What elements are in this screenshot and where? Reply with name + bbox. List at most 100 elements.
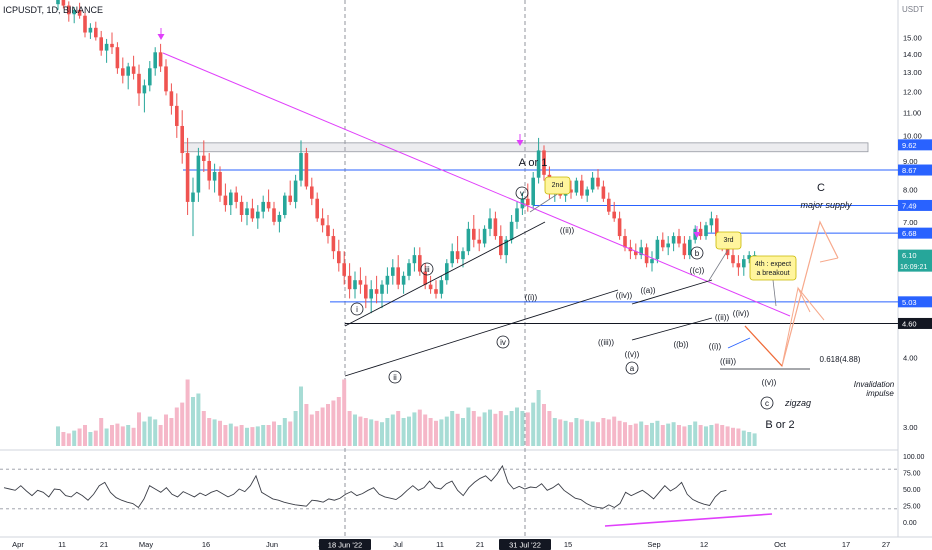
candle-body[interactable] bbox=[391, 267, 395, 276]
candle-body[interactable] bbox=[126, 66, 130, 76]
candle-body[interactable] bbox=[261, 201, 265, 212]
candle-body[interactable] bbox=[472, 228, 476, 240]
candle-body[interactable] bbox=[272, 208, 276, 222]
candle-body[interactable] bbox=[531, 177, 535, 206]
candle-body[interactable] bbox=[283, 195, 287, 215]
candle-body[interactable] bbox=[623, 236, 627, 248]
candle-body[interactable] bbox=[158, 52, 163, 67]
candle-body[interactable] bbox=[536, 150, 541, 178]
candle-body[interactable] bbox=[423, 271, 427, 285]
candle-body[interactable] bbox=[385, 275, 390, 285]
candle-body[interactable] bbox=[104, 43, 109, 51]
candle-body[interactable] bbox=[121, 68, 125, 76]
candle-body[interactable] bbox=[407, 263, 411, 276]
candle-body[interactable] bbox=[299, 153, 303, 181]
candle-body[interactable] bbox=[455, 251, 460, 260]
candle-body[interactable] bbox=[666, 243, 670, 248]
candle-body[interactable] bbox=[644, 247, 649, 264]
candle-body[interactable] bbox=[580, 180, 584, 196]
candle-body[interactable] bbox=[67, 5, 71, 15]
candle-body[interactable] bbox=[288, 195, 292, 202]
candle-body[interactable] bbox=[293, 180, 298, 202]
trendline[interactable] bbox=[162, 52, 791, 317]
candle-body[interactable] bbox=[396, 267, 400, 285]
candle-body[interactable] bbox=[256, 211, 260, 219]
candle-body[interactable] bbox=[617, 218, 622, 237]
candle-body[interactable] bbox=[715, 218, 719, 237]
candle-body[interactable] bbox=[207, 160, 211, 181]
rsi-line[interactable] bbox=[3, 464, 727, 509]
candle-body[interactable] bbox=[731, 255, 735, 264]
candle-body[interactable] bbox=[736, 263, 741, 268]
candle-body[interactable] bbox=[585, 189, 589, 196]
candle-body[interactable] bbox=[239, 201, 244, 215]
projection-arrow-2[interactable] bbox=[797, 287, 825, 321]
candle-body[interactable] bbox=[153, 52, 157, 69]
candle-body[interactable] bbox=[569, 189, 573, 193]
candle-body[interactable] bbox=[671, 236, 676, 244]
candle-body[interactable] bbox=[434, 289, 438, 294]
candle-body[interactable] bbox=[99, 37, 103, 51]
candle-body[interactable] bbox=[574, 180, 579, 193]
candle-body[interactable] bbox=[250, 208, 255, 219]
candle-body[interactable] bbox=[304, 153, 309, 187]
candle-body[interactable] bbox=[223, 195, 228, 206]
candle-body[interactable] bbox=[445, 263, 449, 281]
candle-body[interactable] bbox=[137, 73, 141, 94]
candle-body[interactable] bbox=[191, 192, 195, 202]
candle-body[interactable] bbox=[704, 225, 708, 237]
candle-body[interactable] bbox=[515, 208, 519, 222]
candle-body[interactable] bbox=[148, 68, 152, 86]
candle-body[interactable] bbox=[450, 251, 454, 264]
candle-body[interactable] bbox=[180, 125, 184, 154]
rsi-divergence-line[interactable] bbox=[604, 513, 773, 527]
candle-body[interactable] bbox=[115, 47, 120, 69]
candle-body[interactable] bbox=[639, 247, 643, 256]
candle-body[interactable] bbox=[277, 214, 282, 222]
candle-body[interactable] bbox=[94, 27, 98, 38]
candle-body[interactable] bbox=[601, 186, 606, 199]
rsi-pane[interactable] bbox=[0, 464, 898, 527]
candle-body[interactable] bbox=[110, 43, 114, 48]
candle-body[interactable] bbox=[310, 186, 314, 199]
channel-lower-line[interactable] bbox=[344, 289, 619, 377]
candle-body[interactable] bbox=[634, 251, 638, 256]
candle-body[interactable] bbox=[315, 198, 319, 219]
candle-body[interactable] bbox=[509, 221, 514, 240]
candle-body[interactable] bbox=[88, 27, 93, 33]
candle-body[interactable] bbox=[747, 255, 751, 260]
candle-body[interactable] bbox=[504, 239, 508, 256]
candle-body[interactable] bbox=[61, 0, 66, 6]
channel-upper-line[interactable] bbox=[344, 221, 546, 327]
candle-body[interactable] bbox=[688, 239, 692, 256]
candle-body[interactable] bbox=[266, 201, 271, 209]
candle-body[interactable] bbox=[77, 9, 82, 16]
candle-body[interactable] bbox=[477, 239, 481, 244]
candle-body[interactable] bbox=[234, 192, 238, 202]
candle-body[interactable] bbox=[698, 228, 703, 237]
candle-body[interactable] bbox=[461, 251, 465, 260]
candle-body[interactable] bbox=[358, 280, 363, 285]
candle-body[interactable] bbox=[131, 66, 136, 74]
candle-body[interactable] bbox=[353, 280, 357, 290]
candle-body[interactable] bbox=[175, 105, 179, 126]
candle-body[interactable] bbox=[709, 218, 714, 226]
candle-body[interactable] bbox=[482, 228, 487, 244]
candle-body[interactable] bbox=[607, 198, 611, 212]
candle-body[interactable] bbox=[488, 218, 492, 229]
candle-body[interactable] bbox=[526, 198, 530, 206]
drawings-overlay[interactable]: iiiiiiivv((i))((ii))((iii))((iv))((v))((… bbox=[157, 28, 895, 431]
candle-body[interactable] bbox=[542, 150, 546, 175]
candle-body[interactable] bbox=[742, 259, 746, 268]
candle-body[interactable] bbox=[72, 9, 76, 15]
candle-body[interactable] bbox=[164, 66, 168, 92]
candle-body[interactable] bbox=[655, 239, 660, 260]
candle-body[interactable] bbox=[401, 275, 406, 285]
projection-arrow[interactable] bbox=[819, 257, 839, 263]
small-channel-upper[interactable] bbox=[631, 279, 713, 305]
candle-body[interactable] bbox=[169, 91, 174, 106]
candle-body[interactable] bbox=[493, 218, 498, 237]
candle-body[interactable] bbox=[369, 289, 373, 299]
candle-body[interactable] bbox=[499, 236, 503, 256]
candle-body[interactable] bbox=[412, 255, 417, 264]
